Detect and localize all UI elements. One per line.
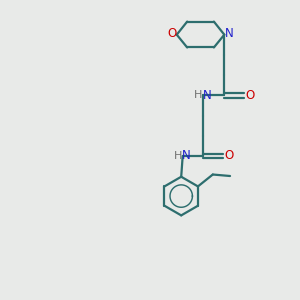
Text: O: O — [224, 149, 233, 162]
Text: O: O — [167, 27, 176, 40]
Text: H: H — [173, 151, 182, 160]
Text: H: H — [194, 90, 202, 100]
Text: N: N — [225, 27, 234, 40]
Text: O: O — [245, 88, 254, 101]
Text: N: N — [182, 149, 191, 162]
Text: N: N — [203, 88, 212, 101]
